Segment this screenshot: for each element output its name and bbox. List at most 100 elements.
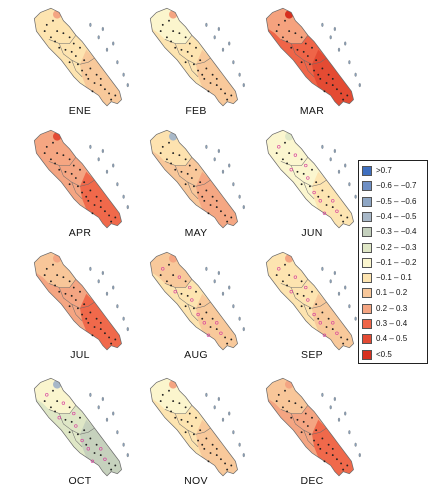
weather-station [85,443,88,446]
weather-station [313,69,316,72]
island [205,392,208,397]
weather-station [103,88,106,91]
coastline [149,7,238,107]
legend-item: 0.1 – 0.2 [362,287,426,300]
weather-station [331,321,335,325]
weather-station [288,152,291,155]
municipal-boundary [164,279,193,288]
weather-station [49,280,52,283]
municipal-boundary [71,304,83,321]
weather-station [346,94,349,97]
weather-station [315,181,318,184]
weather-station [296,170,299,173]
weather-station [275,274,278,277]
weather-station [99,454,102,457]
weather-station [188,412,191,415]
weather-station [79,416,81,419]
weather-station [172,274,175,277]
weather-station [178,32,181,35]
municipal-boundary [280,35,309,44]
weather-station [342,220,345,223]
weather-station [284,263,286,266]
island [344,285,347,290]
weather-station [168,389,170,392]
weather-station [52,389,54,392]
island [122,316,125,321]
weather-station [83,303,86,306]
municipal-boundary [303,60,315,77]
weather-station [70,294,73,297]
weather-station [224,214,227,217]
weather-station [85,73,88,76]
weather-station [202,321,206,325]
weather-station [211,73,214,76]
weather-station [215,454,218,457]
weather-station [205,437,208,440]
weather-station [87,199,90,202]
municipal-boundary [79,301,95,309]
weather-station [58,290,61,293]
north-region [150,378,192,414]
weather-station [275,152,278,155]
municipal-boundary [195,427,211,435]
weather-station [178,154,181,157]
municipal-boundary [164,35,193,44]
island [344,411,347,416]
legend-swatch [362,181,372,192]
legend-label: −0.2 – −0.3 [376,242,417,252]
weather-station [165,158,168,161]
color-legend: >0.7 −0.6 – −0.7 −0.5 – −0.6 −0.4 – −0.5 −0.… [358,160,428,364]
municipal-boundary [174,413,197,435]
weather-station [308,433,311,436]
island [101,396,104,402]
island [358,453,361,458]
weather-station [321,311,324,314]
island [217,270,220,276]
weather-station [161,23,164,26]
municipal-boundary [71,60,83,77]
municipal-boundary [290,413,313,435]
municipal-boundary [164,405,193,414]
island [348,60,351,65]
weather-station [159,274,162,277]
coastline [149,129,238,229]
legend-item: −0.1 – −0.2 [362,257,426,270]
weather-station [300,280,303,283]
weather-station [321,437,324,440]
weather-station [284,19,286,22]
island [97,405,100,410]
municipal-boundary [79,57,95,65]
legend-label: −0.5 – −0.6 [376,196,417,206]
municipal-boundary [195,301,211,309]
weather-station [300,158,303,161]
island [217,396,220,402]
island [321,22,324,27]
weather-station [180,418,183,421]
weather-station [159,152,162,155]
weather-station [79,46,81,49]
weather-station [192,63,195,66]
municipal-boundary [195,57,211,65]
weather-station [201,443,204,446]
municipal-boundary [303,430,315,447]
municipal-boundary [311,301,327,309]
weather-station [211,317,214,320]
weather-station [199,303,202,306]
weather-station [52,263,54,266]
month-label: SEP [301,349,323,361]
municipal-boundary [48,157,77,166]
island [228,41,231,46]
island [329,35,332,40]
map-panel-aug: AUG [138,246,254,370]
weather-station [192,185,195,188]
weather-station [70,172,73,175]
island [333,270,336,276]
weather-station [325,82,328,84]
legend-swatch [362,273,372,284]
weather-station [335,331,339,335]
legend-swatch [362,257,372,268]
weather-station [196,312,200,317]
municipal-boundary [290,165,313,187]
weather-station [195,168,197,171]
weather-station [72,164,75,167]
